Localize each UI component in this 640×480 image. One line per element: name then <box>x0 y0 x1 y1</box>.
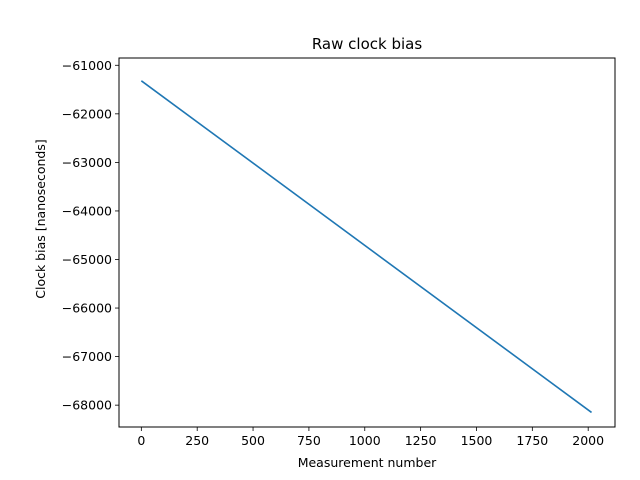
y-tick-label: −61000 <box>62 58 112 73</box>
x-tick-label: 2000 <box>572 433 604 448</box>
x-axis-label: Measurement number <box>298 455 437 470</box>
axes-frame <box>118 57 616 428</box>
y-tick-label: −68000 <box>62 398 112 413</box>
y-tick-label: −64000 <box>62 203 112 218</box>
x-tick-label: 1250 <box>405 433 437 448</box>
x-tick-label: 1500 <box>461 433 493 448</box>
y-tick-label: −62000 <box>62 106 112 121</box>
y-axis: −61000 −62000 −63000 −64000 −65000 −66000 −670… <box>62 58 119 413</box>
y-tick-label: −63000 <box>62 155 112 170</box>
series-line-0 <box>140 80 593 414</box>
y-tick-label: −66000 <box>62 301 112 316</box>
y-tick-label: −67000 <box>62 349 112 364</box>
y-axis-label: Clock bias [nanoseconds] <box>33 139 48 299</box>
x-axis: 0 250 500 750 1000 1250 1500 1750 2000 <box>137 427 604 448</box>
chart-title: Raw clock bias <box>312 35 422 53</box>
x-tick-label: 1000 <box>349 433 381 448</box>
y-tick-label: −65000 <box>62 252 112 267</box>
x-tick-label: 0 <box>137 433 145 448</box>
x-tick-label: 500 <box>241 433 265 448</box>
x-tick-label: 250 <box>185 433 209 448</box>
x-tick-label: 1750 <box>516 433 548 448</box>
plot-area <box>140 80 593 414</box>
x-tick-label: 750 <box>297 433 321 448</box>
